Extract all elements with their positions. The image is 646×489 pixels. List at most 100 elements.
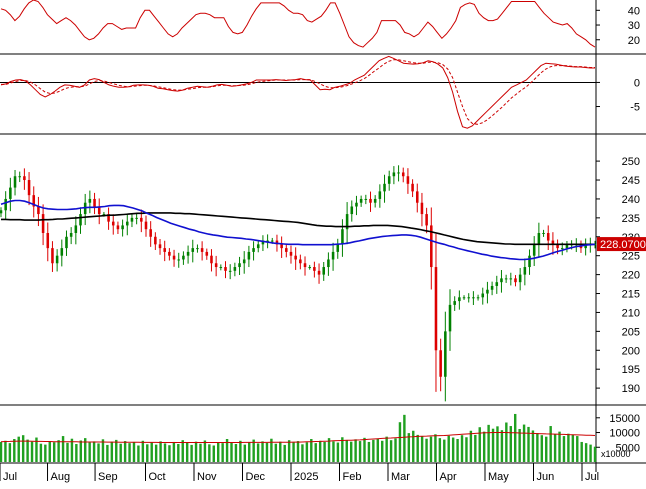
volume-bar xyxy=(265,442,269,462)
volume-bar xyxy=(385,436,388,462)
volume-bar xyxy=(234,444,238,462)
volume-bar xyxy=(48,441,51,462)
candle-body xyxy=(490,285,494,290)
candle-body xyxy=(486,289,489,294)
candle-body xyxy=(415,191,419,203)
volume-bar xyxy=(545,436,548,462)
volume-bar xyxy=(460,435,464,462)
candle-body xyxy=(37,206,40,215)
volume-bar xyxy=(398,422,402,462)
volume-bar xyxy=(416,434,419,462)
volume-bar xyxy=(248,441,251,462)
candle-body xyxy=(350,206,354,215)
x-tick-label: Feb xyxy=(343,471,362,483)
volume-bar xyxy=(562,436,566,462)
volume-bar xyxy=(345,440,348,462)
volume-bar xyxy=(243,444,247,462)
volume-bar xyxy=(584,443,588,462)
volume-bar xyxy=(119,443,122,462)
volume-bar xyxy=(367,441,371,462)
candle-body xyxy=(448,304,452,332)
volume-bar xyxy=(44,444,47,462)
x-tick-label: Jul xyxy=(3,471,17,483)
candle-body xyxy=(182,255,185,260)
candle-body xyxy=(102,214,106,216)
volume-bar xyxy=(168,445,171,462)
candle-body xyxy=(285,248,288,252)
candle-body xyxy=(397,172,400,174)
volume-bar xyxy=(150,442,153,462)
volume-bar xyxy=(513,413,517,462)
candle-body xyxy=(163,248,166,252)
candle-body xyxy=(196,248,199,250)
price-tick-label: 225 xyxy=(622,251,640,263)
volume-bar xyxy=(358,441,362,462)
volume-bar xyxy=(190,444,193,462)
candle-body xyxy=(523,267,527,275)
volume-bar xyxy=(381,440,384,462)
candle-body xyxy=(205,251,209,256)
candle-body xyxy=(458,297,461,302)
volume-bar xyxy=(305,442,309,462)
candle-body xyxy=(256,244,260,249)
candle-body xyxy=(392,172,396,177)
candle-body xyxy=(500,278,503,283)
volume-bar xyxy=(0,441,3,462)
candle-body xyxy=(509,278,513,280)
candle-body xyxy=(584,244,587,249)
candle-body xyxy=(313,267,316,271)
candle-body xyxy=(532,244,536,256)
volume-bar xyxy=(549,426,552,462)
candle-body xyxy=(341,229,344,245)
volume-bar xyxy=(496,426,499,462)
volume-bar xyxy=(137,445,140,462)
candle-body xyxy=(0,210,3,214)
volume-bar xyxy=(478,427,481,462)
volume-bar xyxy=(349,441,353,462)
candle-body xyxy=(546,232,550,241)
candle-body xyxy=(18,176,21,178)
volume-bar xyxy=(239,440,242,462)
x-tick-label: May xyxy=(488,471,509,483)
candle-body xyxy=(144,221,148,230)
candle-body xyxy=(233,267,237,271)
volume-bar xyxy=(469,430,473,462)
candle-body xyxy=(336,244,340,252)
candle-body xyxy=(355,202,358,207)
candle-body xyxy=(294,255,297,260)
candle-body xyxy=(126,221,129,226)
volume-bar xyxy=(558,431,561,462)
candle-body xyxy=(140,217,143,222)
candle-body xyxy=(228,270,232,272)
volume-bar xyxy=(376,438,380,462)
volume-bar xyxy=(199,443,202,462)
volume-bar xyxy=(39,443,43,462)
volume-bar xyxy=(8,443,12,462)
candle-body xyxy=(308,267,311,269)
candle-body xyxy=(289,251,293,256)
candle-body xyxy=(97,206,101,215)
volume-bar xyxy=(438,438,442,462)
macd-panel: 0 -5 xyxy=(0,55,640,129)
price-tick-label: 190 xyxy=(622,383,640,395)
volume-bar xyxy=(531,430,535,462)
volume-bar xyxy=(97,443,100,462)
ma-long-line xyxy=(1,212,595,246)
volume-bar xyxy=(163,443,167,462)
candle-body xyxy=(425,214,428,226)
volume-bar xyxy=(132,441,136,462)
candle-body xyxy=(214,263,218,268)
volume-bar xyxy=(323,441,326,462)
candle-body xyxy=(327,259,330,268)
price-tick-label: 235 xyxy=(622,213,640,225)
candle-body xyxy=(462,297,466,299)
x-tick-label: Aug xyxy=(51,471,71,483)
volume-bar xyxy=(208,444,211,462)
candle-body xyxy=(69,232,73,237)
candle-body xyxy=(551,240,555,245)
candle-body xyxy=(252,248,255,252)
volume-bar xyxy=(287,440,291,462)
volume-bar xyxy=(101,439,105,462)
volume-bar xyxy=(363,437,366,462)
volume-bar xyxy=(474,434,477,462)
